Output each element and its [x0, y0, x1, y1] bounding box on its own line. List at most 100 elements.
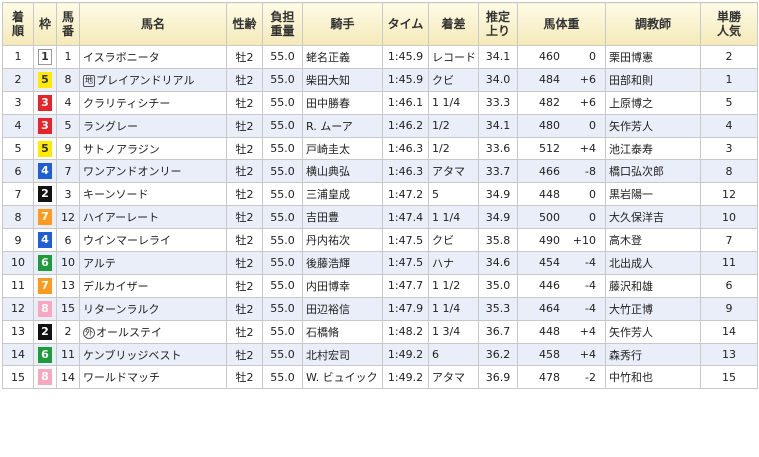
jockey-cell[interactable]: 石橋脩 — [302, 319, 383, 344]
horse-name-cell[interactable]: キーンソード — [79, 182, 227, 207]
horse-name-link[interactable]: クラリティシチー — [83, 96, 171, 110]
race-result-table: 着順 枠 馬番 馬名 性齢 負担 重量 騎手 タイム 着差 推定 上り 馬体重 調教… — [2, 2, 758, 390]
body-weight-diff: 0 — [589, 210, 596, 224]
trainer-cell[interactable]: 矢作芳人 — [605, 113, 701, 138]
table-row: 3 3 4 クラリティシチー 牡2 55.0 田中勝春 1:46.1 1 1/4 33.3 482 +… — [2, 90, 758, 115]
trainer-cell[interactable]: 藤沢和雄 — [605, 273, 701, 298]
trainer-cell[interactable]: 大久保洋吉 — [605, 205, 701, 230]
sex-age-cell: 牡2 — [226, 113, 263, 138]
table-row: 4 3 5 ラングレー 牡2 55.0 R. ムーア 1:46.2 1/2 34.1 480 0 矢作芳… — [2, 113, 758, 138]
jockey-cell[interactable]: 田辺裕信 — [302, 296, 383, 321]
horse-name-link[interactable]: ウインマーレライ — [83, 234, 171, 248]
jockey-cell[interactable]: 蛯名正義 — [302, 45, 383, 69]
horse-name-link[interactable]: サトノアラジン — [83, 142, 160, 156]
waku-badge: 4 — [38, 163, 52, 180]
horse-origin-mark: 外 — [83, 326, 95, 339]
margin-cell: クビ — [428, 67, 479, 92]
horse-name-link[interactable]: ワールドマッチ — [83, 371, 160, 385]
trainer-cell[interactable]: 矢作芳人 — [605, 319, 701, 344]
trainer-cell[interactable]: 上原博之 — [605, 90, 701, 115]
body-weight-value: 482 — [539, 96, 560, 110]
body-weight-diff: 0 — [589, 187, 596, 201]
trainer-cell[interactable]: 栗田博憲 — [605, 45, 701, 69]
last3f-cell: 35.0 — [478, 273, 518, 298]
weight-carried-cell: 55.0 — [262, 319, 303, 344]
table-row: 15 8 14 ワールドマッチ 牡2 55.0 W. ビュイック 1:49.2 アタマ 36.9 4… — [2, 365, 758, 390]
horse-name-link[interactable]: イスラボニータ — [83, 50, 160, 64]
horse-name-link[interactable]: ワンアンドオンリー — [83, 165, 182, 179]
horse-name-cell[interactable]: ラングレー — [79, 113, 227, 138]
header-waku: 枠 — [33, 2, 57, 46]
horse-name-cell[interactable]: サトノアラジン — [79, 136, 227, 161]
waku-badge: 7 — [38, 209, 52, 226]
body-weight-cell: 478 -2 — [517, 365, 606, 390]
horse-name-link[interactable]: キーンソード — [83, 188, 149, 202]
trainer-cell[interactable]: 池江泰寿 — [605, 136, 701, 161]
jockey-cell[interactable]: 三浦皇成 — [302, 182, 383, 207]
horse-name-link[interactable]: リターンラルク — [83, 302, 160, 316]
body-weight-diff: 0 — [589, 50, 596, 64]
horse-name-cell[interactable]: 外オールステイ — [79, 319, 227, 344]
horse-name-link[interactable]: ラングレー — [83, 119, 138, 133]
jockey-cell[interactable]: 後藤浩輝 — [302, 251, 383, 275]
time-cell: 1:47.9 — [382, 296, 429, 321]
table-row: 6 4 7 ワンアンドオンリー 牡2 55.0 横山典弘 1:46.3 アタマ 33.7 466 -8… — [2, 159, 758, 184]
horse-name-cell[interactable]: リターンラルク — [79, 296, 227, 321]
jockey-cell[interactable]: 吉田豊 — [302, 205, 383, 230]
trainer-cell[interactable]: 黒岩陽一 — [605, 182, 701, 207]
horse-name-cell[interactable]: アルテ — [79, 251, 227, 275]
body-weight-value: 448 — [539, 187, 560, 201]
horse-name-link[interactable]: プレイアンドリアル — [96, 73, 195, 87]
jockey-cell[interactable]: 田中勝春 — [302, 90, 383, 115]
waku-cell: 3 — [33, 90, 57, 115]
jockey-cell[interactable]: 内田博幸 — [302, 273, 383, 298]
table-row: 5 5 9 サトノアラジン 牡2 55.0 戸崎圭太 1:46.3 1/2 33.6 512 +4 池江… — [2, 136, 758, 161]
trainer-cell[interactable]: 北出成人 — [605, 251, 701, 275]
horse-name-link[interactable]: ハイアーレート — [83, 211, 160, 225]
horse-name-link[interactable]: オールステイ — [96, 325, 162, 339]
last3f-cell: 34.9 — [478, 205, 518, 230]
horse-name-cell[interactable]: ウインマーレライ — [79, 228, 227, 253]
jockey-cell[interactable]: 柴田大知 — [302, 67, 383, 92]
jockey-cell[interactable]: 横山典弘 — [302, 159, 383, 184]
trainer-cell[interactable]: 高木登 — [605, 228, 701, 253]
horse-name-cell[interactable]: 地プレイアンドリアル — [79, 67, 227, 92]
horse-name-cell[interactable]: イスラボニータ — [79, 45, 227, 69]
waku-cell: 7 — [33, 205, 57, 230]
jockey-cell[interactable]: 丹内祐次 — [302, 228, 383, 253]
table-row: 8 7 12 ハイアーレート 牡2 55.0 吉田豊 1:47.4 1 1/4 34.9 500 0 大… — [2, 205, 758, 230]
jockey-cell[interactable]: 戸崎圭太 — [302, 136, 383, 161]
header-sex-age: 性齢 — [226, 2, 263, 46]
jockey-cell[interactable]: 北村宏司 — [302, 342, 383, 367]
horse-name-cell[interactable]: ケンブリッジベスト — [79, 342, 227, 367]
horse-name-cell[interactable]: ハイアーレート — [79, 205, 227, 230]
body-weight-value: 446 — [539, 279, 560, 293]
rank-cell: 14 — [2, 342, 34, 367]
horse-name-cell[interactable]: デルカイザー — [79, 273, 227, 298]
jockey-cell[interactable]: W. ビュイック — [302, 365, 383, 390]
jockey-cell[interactable]: R. ムーア — [302, 113, 383, 138]
rank-cell: 2 — [2, 67, 34, 92]
horse-name-cell[interactable]: ワールドマッチ — [79, 365, 227, 390]
body-weight-cell: 482 +6 — [517, 90, 606, 115]
rank-cell: 4 — [2, 113, 34, 138]
horse-name-link[interactable]: ケンブリッジベスト — [83, 348, 182, 362]
header-jockey: 騎手 — [302, 2, 383, 46]
trainer-cell[interactable]: 田部和則 — [605, 67, 701, 92]
body-weight-diff: -4 — [585, 302, 596, 316]
trainer-cell[interactable]: 森秀行 — [605, 342, 701, 367]
trainer-cell[interactable]: 大竹正博 — [605, 296, 701, 321]
rank-cell: 9 — [2, 228, 34, 253]
waku-cell: 5 — [33, 136, 57, 161]
horse-name-cell[interactable]: クラリティシチー — [79, 90, 227, 115]
body-weight-cell: 490 +10 — [517, 228, 606, 253]
waku-badge: 4 — [38, 232, 52, 249]
body-weight-diff: +6 — [579, 73, 596, 87]
trainer-cell[interactable]: 中竹和也 — [605, 365, 701, 390]
horse-name-cell[interactable]: ワンアンドオンリー — [79, 159, 227, 184]
body-weight-value: 458 — [539, 348, 560, 362]
sex-age-cell: 牡2 — [226, 273, 263, 298]
trainer-cell[interactable]: 橋口弘次郎 — [605, 159, 701, 184]
horse-name-link[interactable]: デルカイザー — [83, 279, 149, 293]
horse-name-link[interactable]: アルテ — [83, 256, 116, 270]
